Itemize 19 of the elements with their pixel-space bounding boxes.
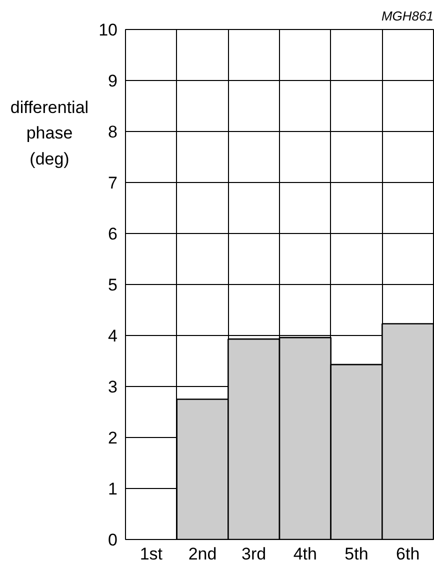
y-tick-label: 10 bbox=[98, 20, 118, 40]
x-tick-label: 6th bbox=[396, 544, 420, 564]
x-tick-label: 2nd bbox=[188, 544, 217, 564]
x-tick-label: 5th bbox=[344, 544, 368, 564]
x-tick-label: 1st bbox=[140, 544, 163, 564]
y-tick-label: 1 bbox=[108, 480, 118, 498]
x-tick-label: 3rd bbox=[242, 544, 266, 564]
y-tick-label: 7 bbox=[108, 174, 118, 192]
y-tick-label: 3 bbox=[108, 378, 118, 396]
y-tick-label: 0 bbox=[108, 530, 118, 550]
y-tick-label: 2 bbox=[108, 428, 118, 448]
y-tick-label: 9 bbox=[108, 72, 118, 90]
y-axis-title: differential phase (deg) bbox=[10, 98, 89, 168]
y-tick-label: 5 bbox=[108, 276, 118, 294]
text: MGH861 bbox=[381, 8, 434, 24]
y-tick-label: 8 bbox=[108, 122, 118, 142]
y-tick-label: 4 bbox=[108, 326, 118, 346]
x-tick-label: 4th bbox=[293, 544, 317, 564]
y-tick-label: 6 bbox=[108, 224, 118, 244]
